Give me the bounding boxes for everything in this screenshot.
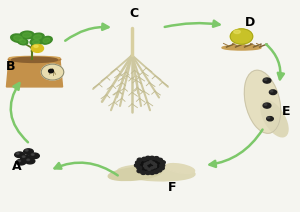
Ellipse shape (270, 90, 273, 92)
Circle shape (146, 171, 150, 174)
Ellipse shape (41, 64, 64, 80)
Circle shape (154, 170, 158, 174)
Circle shape (137, 166, 142, 170)
Ellipse shape (20, 31, 34, 39)
Circle shape (157, 169, 162, 172)
Circle shape (146, 162, 149, 164)
Ellipse shape (117, 165, 195, 181)
Ellipse shape (14, 36, 22, 41)
Circle shape (154, 164, 157, 166)
Circle shape (142, 157, 147, 161)
Circle shape (149, 161, 152, 163)
Text: E: E (282, 105, 291, 118)
Ellipse shape (34, 35, 41, 39)
Ellipse shape (41, 36, 52, 44)
Ellipse shape (8, 57, 61, 62)
Text: B: B (6, 60, 15, 73)
Ellipse shape (16, 159, 26, 165)
Ellipse shape (16, 153, 19, 154)
Ellipse shape (264, 79, 267, 80)
Circle shape (150, 156, 154, 160)
Ellipse shape (269, 90, 277, 95)
Circle shape (151, 167, 154, 169)
Text: A: A (12, 160, 21, 173)
Ellipse shape (108, 167, 162, 180)
Ellipse shape (244, 70, 281, 133)
Ellipse shape (230, 29, 253, 44)
Ellipse shape (263, 103, 271, 108)
Circle shape (154, 157, 159, 160)
FancyArrowPatch shape (266, 44, 284, 79)
Ellipse shape (11, 34, 25, 42)
Circle shape (137, 158, 142, 162)
Circle shape (160, 164, 165, 167)
Text: D: D (245, 16, 256, 29)
Ellipse shape (30, 39, 42, 45)
Circle shape (136, 161, 140, 164)
Ellipse shape (261, 101, 288, 137)
Circle shape (150, 171, 154, 174)
Ellipse shape (24, 149, 33, 154)
Ellipse shape (32, 40, 40, 44)
Ellipse shape (22, 156, 25, 157)
Circle shape (141, 171, 146, 174)
Circle shape (158, 158, 163, 162)
Circle shape (137, 169, 142, 173)
Ellipse shape (11, 57, 58, 62)
Circle shape (154, 166, 157, 168)
Circle shape (146, 156, 150, 160)
Ellipse shape (267, 117, 270, 119)
Circle shape (49, 69, 53, 73)
Ellipse shape (34, 45, 38, 47)
Ellipse shape (222, 45, 261, 50)
FancyArrowPatch shape (65, 24, 108, 41)
Ellipse shape (30, 153, 39, 159)
Text: C: C (129, 7, 138, 20)
Circle shape (145, 167, 148, 169)
Ellipse shape (15, 152, 24, 158)
Ellipse shape (139, 158, 161, 173)
Circle shape (144, 165, 147, 167)
Ellipse shape (17, 38, 28, 45)
Circle shape (144, 163, 147, 165)
FancyArrowPatch shape (209, 130, 262, 167)
Polygon shape (6, 59, 63, 87)
Ellipse shape (21, 155, 30, 161)
Ellipse shape (264, 104, 267, 105)
Ellipse shape (31, 33, 44, 41)
FancyArrowPatch shape (11, 83, 28, 142)
Ellipse shape (234, 30, 240, 33)
Ellipse shape (23, 33, 31, 37)
FancyArrowPatch shape (55, 163, 118, 175)
Circle shape (160, 161, 165, 164)
Ellipse shape (32, 154, 34, 155)
Ellipse shape (43, 38, 50, 43)
Ellipse shape (19, 39, 26, 43)
Ellipse shape (165, 164, 195, 173)
Text: F: F (168, 181, 177, 194)
Ellipse shape (32, 44, 44, 52)
Circle shape (148, 168, 151, 170)
Ellipse shape (263, 78, 271, 83)
Ellipse shape (18, 160, 20, 162)
Ellipse shape (267, 117, 273, 121)
Ellipse shape (25, 158, 35, 164)
Ellipse shape (25, 150, 28, 151)
Circle shape (134, 164, 139, 167)
Circle shape (160, 166, 164, 170)
FancyArrowPatch shape (165, 21, 220, 27)
Ellipse shape (27, 159, 29, 161)
Circle shape (152, 162, 155, 164)
Ellipse shape (9, 56, 60, 60)
